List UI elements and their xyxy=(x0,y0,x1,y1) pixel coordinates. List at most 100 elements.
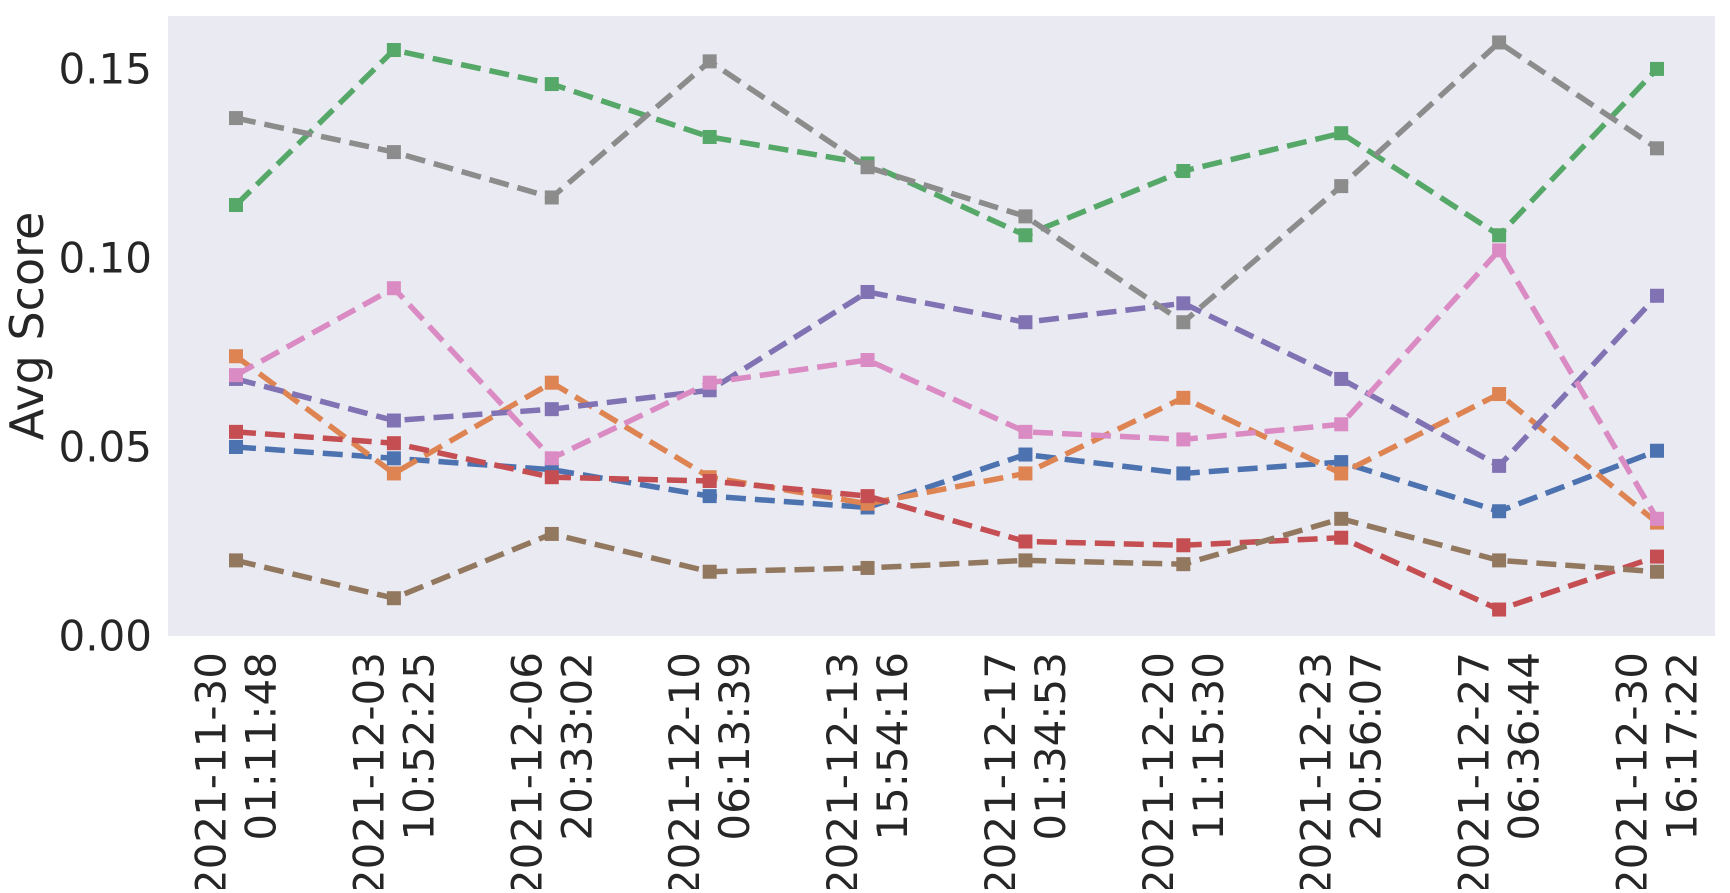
data-point-marker xyxy=(1492,504,1507,519)
data-point-marker xyxy=(1176,466,1191,481)
data-point-marker xyxy=(544,402,559,417)
x-tick-label: 2021-12-06 20:33:02 xyxy=(502,652,601,893)
data-point-marker xyxy=(386,466,401,481)
y-tick-label: 0.10 xyxy=(58,233,152,282)
data-point-marker xyxy=(386,281,401,296)
x-tick-date: 2021-12-06 xyxy=(502,652,551,889)
data-point-marker xyxy=(1018,534,1033,549)
data-point-marker xyxy=(860,489,875,504)
data-point-marker xyxy=(229,424,243,439)
data-point-marker xyxy=(1018,228,1033,243)
series-3 xyxy=(229,43,1664,243)
x-tick-label: 2021-11-30 01:11:48 xyxy=(187,652,286,893)
x-tick-label: 2021-12-20 11:15:30 xyxy=(1134,652,1233,893)
x-tick-date: 2021-12-13 xyxy=(818,652,867,889)
data-point-marker xyxy=(702,489,717,504)
data-point-marker xyxy=(1334,455,1349,470)
data-point-marker xyxy=(702,129,717,144)
data-point-marker xyxy=(229,368,243,383)
x-tick-time: 16:17:22 xyxy=(1658,652,1707,841)
y-axis: 0.00 0.05 0.10 0.15 xyxy=(58,44,152,660)
data-point-marker xyxy=(229,198,243,213)
data-point-marker xyxy=(702,375,717,390)
y-tick-label: 0.05 xyxy=(58,422,152,471)
data-point-marker xyxy=(544,190,559,205)
data-point-marker xyxy=(1176,538,1191,553)
x-axis: 2021-11-30 01:11:48 2021-12-03 10:52:25 2021… xyxy=(187,652,1707,893)
x-tick-date: 2021-12-03 xyxy=(344,652,393,889)
data-point-marker xyxy=(702,474,717,488)
x-tick-time: 01:11:48 xyxy=(237,652,286,841)
series-line xyxy=(234,47,1659,239)
data-point-marker xyxy=(1018,209,1033,224)
x-tick-time: 06:13:39 xyxy=(710,652,759,841)
x-tick-date: 2021-11-30 xyxy=(187,652,236,889)
data-point-marker xyxy=(1492,553,1507,568)
data-point-marker xyxy=(1176,296,1191,311)
series-line xyxy=(235,444,1658,514)
data-point-marker xyxy=(386,436,401,451)
data-point-marker xyxy=(386,413,401,428)
y-tick-label: 0.00 xyxy=(58,612,152,661)
data-point-marker xyxy=(1492,387,1507,402)
data-point-marker xyxy=(1334,371,1349,386)
data-point-marker xyxy=(386,591,401,606)
data-point-marker xyxy=(229,111,243,126)
data-point-marker xyxy=(386,451,401,466)
data-point-marker xyxy=(544,375,559,390)
x-tick-date: 2021-12-23 xyxy=(1292,652,1341,889)
x-tick-time: 15:54:16 xyxy=(868,652,917,841)
data-point-marker xyxy=(860,353,875,368)
series-7 xyxy=(229,243,1664,526)
plot-area-background xyxy=(168,16,1715,636)
data-point-marker xyxy=(1334,466,1349,481)
x-tick-time: 01:34:53 xyxy=(1026,652,1075,841)
data-point-marker xyxy=(1650,564,1664,579)
data-point-marker xyxy=(1018,315,1033,330)
data-point-marker xyxy=(386,43,401,58)
series-line xyxy=(235,516,1658,601)
data-point-marker xyxy=(544,77,559,92)
series-layer xyxy=(229,35,1664,617)
data-point-marker xyxy=(1492,243,1507,258)
data-point-marker xyxy=(1176,432,1191,447)
data-point-marker xyxy=(1176,557,1191,572)
data-point-marker xyxy=(1176,315,1191,330)
series-line xyxy=(235,289,1660,469)
x-tick-label: 2021-12-30 16:17:22 xyxy=(1608,652,1707,893)
x-tick-date: 2021-12-10 xyxy=(660,652,709,889)
data-point-marker xyxy=(1018,447,1033,462)
data-point-marker xyxy=(1018,553,1033,568)
x-tick-time: 20:33:02 xyxy=(552,652,601,841)
y-tick-label: 0.15 xyxy=(58,44,152,93)
y-axis-label: Avg Score xyxy=(0,212,54,441)
data-point-marker xyxy=(229,439,243,454)
data-point-marker xyxy=(544,526,559,541)
data-point-marker xyxy=(1650,61,1664,76)
x-tick-label: 2021-12-27 06:36:44 xyxy=(1450,652,1549,893)
data-point-marker xyxy=(229,553,243,568)
data-point-marker xyxy=(1334,530,1349,545)
data-point-marker xyxy=(1650,141,1664,156)
data-point-marker xyxy=(544,451,559,466)
x-tick-time: 10:52:25 xyxy=(394,652,443,841)
x-tick-date: 2021-12-17 xyxy=(976,652,1025,889)
data-point-marker xyxy=(1650,511,1664,526)
x-tick-label: 2021-12-23 20:56:07 xyxy=(1292,652,1391,893)
x-tick-time: 11:15:30 xyxy=(1184,652,1233,841)
data-point-marker xyxy=(1334,417,1349,432)
data-point-marker xyxy=(229,349,243,364)
series-line xyxy=(235,39,1659,325)
series-line xyxy=(235,429,1658,613)
data-point-marker xyxy=(860,160,875,175)
series-8 xyxy=(229,35,1664,330)
series-4 xyxy=(229,424,1664,617)
data-point-marker xyxy=(1650,443,1664,458)
data-point-marker xyxy=(1334,126,1349,141)
data-point-marker xyxy=(1018,424,1033,439)
data-point-marker xyxy=(1492,228,1507,243)
x-tick-date: 2021-12-27 xyxy=(1450,652,1499,889)
x-tick-date: 2021-12-30 xyxy=(1608,652,1657,889)
